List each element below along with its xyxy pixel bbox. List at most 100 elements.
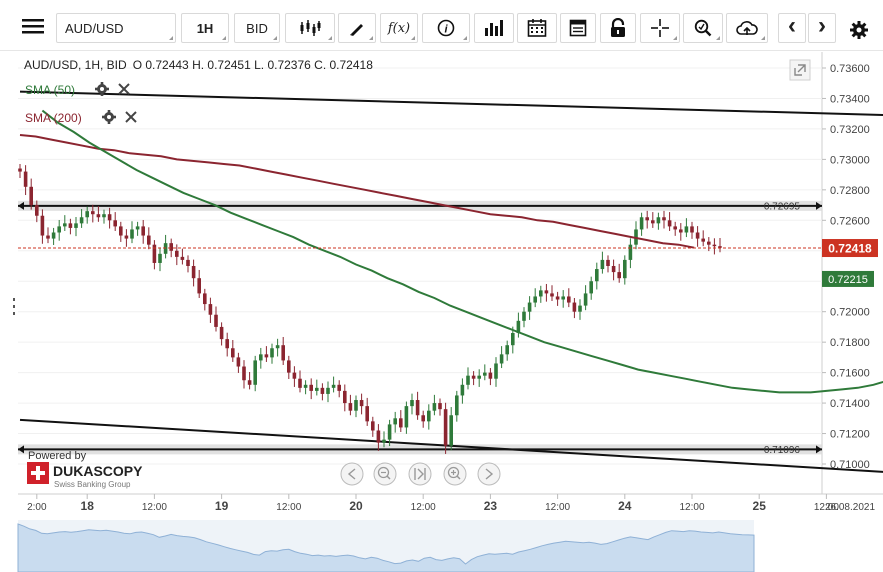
candle-body [460,384,465,396]
scroll-left-button[interactable] [340,462,364,486]
trendlines [19,90,883,479]
crosshair-button[interactable] [640,13,680,43]
candle-body [57,226,61,233]
zoom-out-button[interactable] [373,462,397,486]
svg-text:i: i [444,24,448,36]
sma50-settings-icon[interactable] [95,82,109,96]
candle-body [275,345,280,349]
candle-body [623,259,627,279]
candle-body [40,215,45,236]
candle-body [455,395,459,416]
y-tick-label: 0.71800 [830,337,870,349]
support-label: 0.71096 [764,445,801,456]
candle-body [186,259,190,266]
candle-body [46,235,50,239]
chevron-left-icon: ‹ [788,12,796,39]
zoom-in-button[interactable] [443,462,467,486]
candle-body [421,415,425,422]
candle-body [102,214,106,218]
candle-body [533,296,537,303]
reset-view-button[interactable] [408,462,432,486]
price-side-selector[interactable]: BID [234,13,280,43]
sma50-close-icon[interactable] [118,83,130,95]
candle-body [651,220,655,224]
nav-next-button[interactable]: › [808,12,836,43]
sma200-legend: SMA (200) [25,111,82,125]
x-tick-label: 19 [215,499,229,513]
x-tick-label: 25 [753,499,767,513]
dukascopy-logo: Powered by DUKASCOPY Swiss Banking Group [27,450,143,489]
candle-body [141,226,145,236]
hamburger-icon[interactable] [22,15,44,41]
chart-nav-controls [340,462,501,486]
zoom-button[interactable] [683,13,723,43]
candle-body [331,384,336,388]
zoom-icon [694,19,712,37]
navigator[interactable] [17,520,755,572]
candle-body [191,266,196,279]
timeframe-selector[interactable]: 1H [181,13,229,43]
candle-body [326,387,330,394]
candle-body [315,387,319,391]
candle-body [494,363,498,379]
candle-body [96,214,101,218]
candle-body [264,354,269,358]
sma200-close-icon[interactable] [125,111,137,123]
candle-body [415,400,420,416]
info-button[interactable]: i [422,13,470,43]
candle-body [572,302,577,312]
chart-type-button[interactable] [285,13,335,43]
y-tick-label: 0.71600 [830,368,870,380]
candle-body [404,406,409,428]
y-tick-label: 0.71400 [830,398,870,410]
candle-body [639,217,644,230]
x-tick-label: 12:00 [814,502,839,513]
candle-body [600,259,605,270]
volume-button[interactable] [474,13,514,43]
expand-icon[interactable] [789,59,811,81]
candle-body [348,403,353,411]
candle-body [483,372,487,376]
level-arrow-left [18,201,24,210]
candle-body [74,223,78,228]
candle-body [382,439,386,443]
calendar-button[interactable] [517,13,557,43]
nav-prev-button[interactable]: ‹ [778,12,806,43]
candle-body [298,378,302,388]
candle-body [365,406,369,422]
candle-body [578,305,582,312]
y-tick-label: 0.73000 [830,154,870,166]
plot-area [18,52,822,494]
symbol-selector[interactable]: AUD/USD [56,13,176,43]
candles [18,163,722,454]
trendline[interactable] [19,90,883,119]
drag-handle-icon[interactable] [13,298,15,315]
candle-body [628,244,633,260]
y-tick-label: 0.73400 [830,93,870,105]
x-tick-label: 2:00 [27,502,47,513]
sma200-settings-icon[interactable] [102,110,116,124]
indicators-button[interactable]: f(x) [380,13,418,43]
horizontal-levels [18,200,822,455]
draw-button[interactable] [338,13,376,43]
x-tick-label: 24 [618,499,632,513]
candle-body [270,348,274,358]
sheet-button[interactable] [560,13,596,43]
grid [18,67,822,465]
candle-body [707,241,711,245]
candle-body [544,290,549,294]
axis-date-label: 26.08.2021 [825,502,875,513]
candle-body [236,357,241,367]
lock-button[interactable] [600,13,636,43]
gear-icon[interactable] [849,20,869,46]
candle-body [119,226,123,236]
candle-body [320,387,325,394]
cloud-upload-button[interactable] [726,13,768,43]
x-tick-label: 12:00 [411,502,436,513]
price-chart[interactable]: 0.71000 0.71200 0.71400 0.71600 0.71800 0.720… [0,50,883,572]
sma50-price-label: 0.72215 [828,274,868,286]
candle-body [673,226,677,230]
sma50-price-tag: 0.72215 [822,270,874,287]
scroll-right-button[interactable] [477,462,501,486]
trendline[interactable] [19,418,883,479]
